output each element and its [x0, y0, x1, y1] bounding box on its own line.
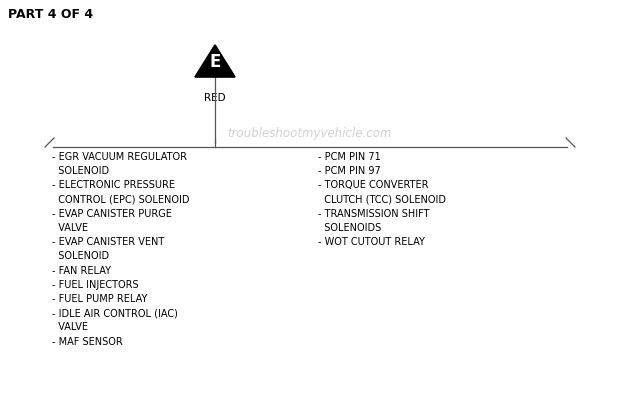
- Text: RED: RED: [204, 93, 226, 103]
- Polygon shape: [195, 45, 235, 77]
- Text: CLUTCH (TCC) SOLENOID: CLUTCH (TCC) SOLENOID: [318, 194, 446, 204]
- Text: - TORQUE CONVERTER: - TORQUE CONVERTER: [318, 180, 428, 190]
- Text: SOLENOID: SOLENOID: [52, 251, 109, 262]
- Text: - ELECTRONIC PRESSURE: - ELECTRONIC PRESSURE: [52, 180, 175, 190]
- Text: - FAN RELAY: - FAN RELAY: [52, 266, 111, 276]
- Text: - EVAP CANISTER VENT: - EVAP CANISTER VENT: [52, 237, 164, 247]
- Text: - FUEL PUMP RELAY: - FUEL PUMP RELAY: [52, 294, 147, 304]
- Text: - TRANSMISSION SHIFT: - TRANSMISSION SHIFT: [318, 209, 430, 219]
- Text: - EGR VACUUM REGULATOR: - EGR VACUUM REGULATOR: [52, 152, 187, 162]
- Text: - FUEL INJECTORS: - FUEL INJECTORS: [52, 280, 138, 290]
- Text: - IDLE AIR CONTROL (IAC): - IDLE AIR CONTROL (IAC): [52, 308, 178, 318]
- Text: SOLENOID: SOLENOID: [52, 166, 109, 176]
- Text: - PCM PIN 71: - PCM PIN 71: [318, 152, 381, 162]
- Text: PART 4 OF 4: PART 4 OF 4: [8, 8, 93, 21]
- Text: VALVE: VALVE: [52, 223, 88, 233]
- Text: - PCM PIN 97: - PCM PIN 97: [318, 166, 381, 176]
- Text: - EVAP CANISTER PURGE: - EVAP CANISTER PURGE: [52, 209, 172, 219]
- Text: - WOT CUTOUT RELAY: - WOT CUTOUT RELAY: [318, 237, 425, 247]
- Text: SOLENOIDS: SOLENOIDS: [318, 223, 381, 233]
- Text: E: E: [210, 53, 221, 71]
- Text: troubleshootmyvehicle.com: troubleshootmyvehicle.com: [227, 126, 391, 140]
- Text: - MAF SENSOR: - MAF SENSOR: [52, 336, 123, 346]
- Text: CONTROL (EPC) SOLENOID: CONTROL (EPC) SOLENOID: [52, 194, 190, 204]
- Text: VALVE: VALVE: [52, 322, 88, 332]
